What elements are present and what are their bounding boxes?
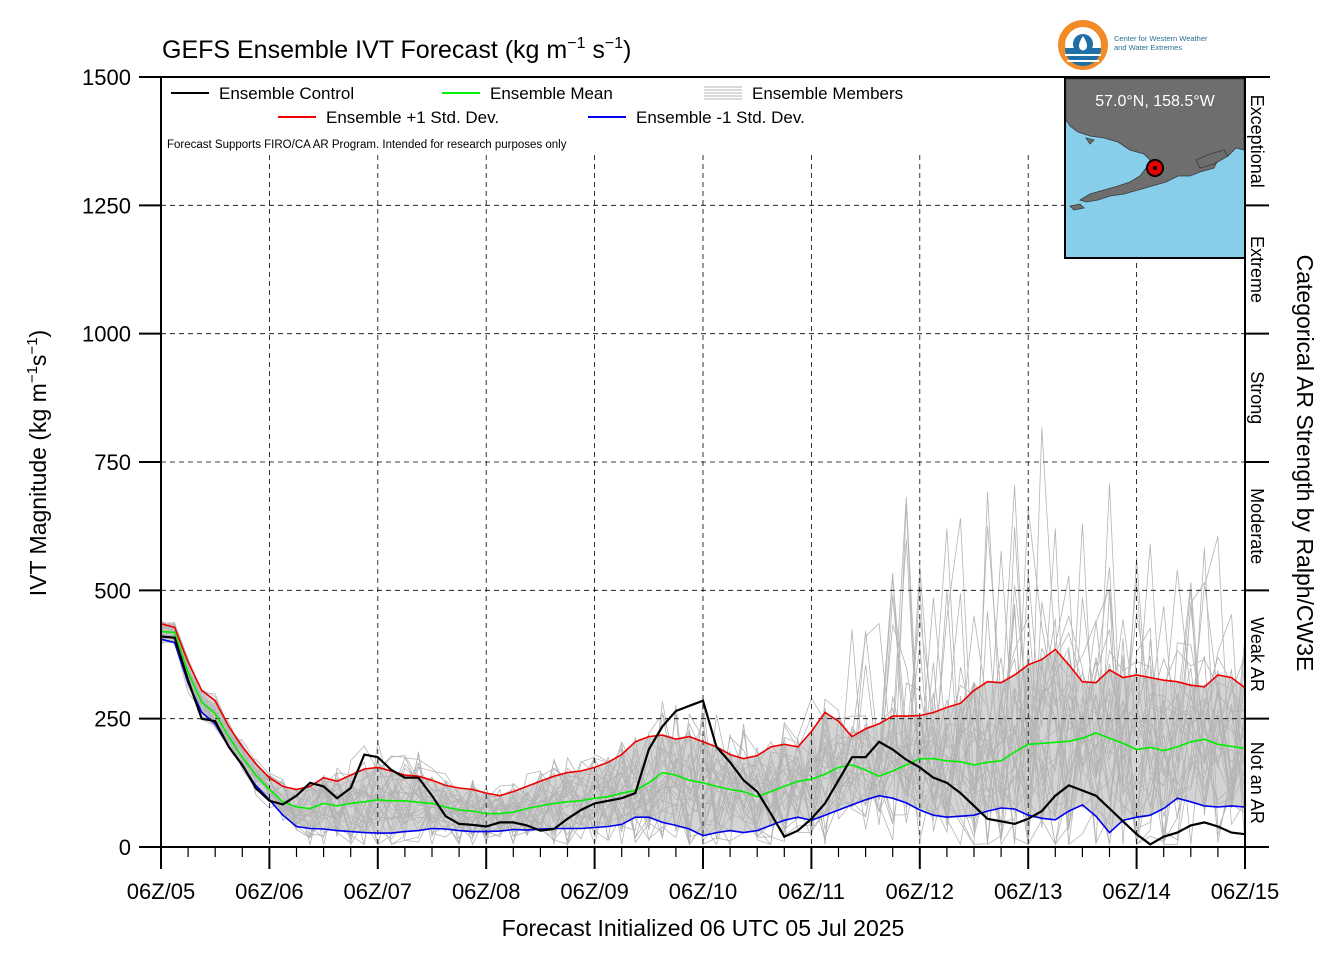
inset-land-islands — [1069, 137, 1229, 211]
y-tick-label-1250: 1250 — [82, 193, 131, 218]
legend-label-minus-std: Ensemble -1 Std. Dev. — [636, 108, 805, 127]
legend-label-mean: Ensemble Mean — [490, 84, 613, 103]
legend-item-members: Ensemble Members — [704, 84, 903, 103]
x-tick-label-1: 06Z/06 — [235, 879, 304, 904]
legend-label-control: Ensemble Control — [219, 84, 354, 103]
inset-map: 57.0°N, 158.5°W — [1064, 77, 1246, 259]
legend-label-members: Ensemble Members — [752, 84, 903, 103]
y-tick-label-1500: 1500 — [82, 65, 131, 90]
x-tick-label-6: 06Z/11 — [778, 879, 845, 904]
category-label-not-an-ar: Not an AR — [1247, 742, 1267, 824]
series-line-ensemble-mean — [160, 630, 1246, 815]
x-tick-label-3: 06Z/08 — [452, 879, 521, 904]
x-axis-label: Forecast Initialized 06 UTC 05 Jul 2025 — [502, 915, 905, 941]
series — [160, 622, 1246, 846]
logo-text-line1: Center for Western Weather — [1114, 34, 1208, 43]
x-tick-label-0: 06Z/05 — [127, 879, 196, 904]
x-tick-label-4: 06Z/09 — [560, 879, 629, 904]
y-tick-label-500: 500 — [94, 578, 131, 603]
chart-title: GEFS Ensemble IVT Forecast (kg m−1 s−1) — [162, 35, 632, 64]
category-label-extreme: Extreme — [1247, 236, 1267, 303]
x-tick-label-9: 06Z/14 — [1102, 879, 1171, 904]
category-label-weak-ar: Weak AR — [1247, 617, 1267, 692]
right-axis-label: Categorical AR Strength by Ralph/CW3E — [1292, 255, 1318, 672]
member-line-14 — [160, 523, 1246, 825]
category-label-strong: Strong — [1247, 371, 1267, 424]
x-tick-label-5: 06Z/10 — [669, 879, 738, 904]
series-line-ensemble-1-std-dev- — [160, 638, 1246, 837]
water-drop-icon — [1079, 36, 1087, 51]
legend-item-minus-std: Ensemble -1 Std. Dev. — [588, 108, 805, 127]
x-tick-label-8: 06Z/13 — [994, 879, 1063, 904]
category-label-exceptional: Exceptional — [1247, 95, 1267, 188]
std-dev-band — [161, 623, 1245, 836]
legend-label-plus-std: Ensemble +1 Std. Dev. — [326, 108, 499, 127]
legend-item-control: Ensemble Control — [171, 84, 354, 103]
y-tick-label-750: 750 — [94, 450, 131, 475]
y-axis-label: IVT Magnitude (kg m−1s−1) — [24, 330, 51, 596]
series-line-ensemble-control — [160, 635, 1246, 846]
cw3e-logo: Center for Western Weather and Water Ext… — [1058, 20, 1208, 70]
x-tick-label-2: 06Z/07 — [344, 879, 413, 904]
category-label-moderate: Moderate — [1247, 488, 1267, 564]
x-tick-label-7: 06Z/12 — [886, 879, 955, 904]
axes: 0 250 500 750 1000 1250 1500 06Z/05 06Z/06 06Z/07… — [82, 65, 1279, 904]
legend-item-mean: Ensemble Mean — [442, 84, 613, 103]
legend-item-plus-std: Ensemble +1 Std. Dev. — [278, 108, 499, 127]
y-tick-label-1000: 1000 — [82, 322, 131, 347]
x-tick-label-10: 06Z/15 — [1211, 879, 1280, 904]
series-line-ensemble-1-std-dev- — [160, 622, 1246, 797]
inset-land-mainland — [1065, 78, 1245, 203]
member-line-17 — [160, 547, 1246, 846]
disclaimer-note: Forecast Supports FIRO/CA AR Program. In… — [167, 139, 567, 151]
inset-location-label: 57.0°N, 158.5°W — [1095, 93, 1215, 110]
y-tick-label-250: 250 — [94, 707, 131, 732]
logo-text-line2: and Water Extremes — [1114, 43, 1182, 52]
legend: Ensemble Control Ensemble Mean Ensemble … — [167, 84, 903, 151]
y-tick-label-0: 0 — [119, 835, 131, 860]
